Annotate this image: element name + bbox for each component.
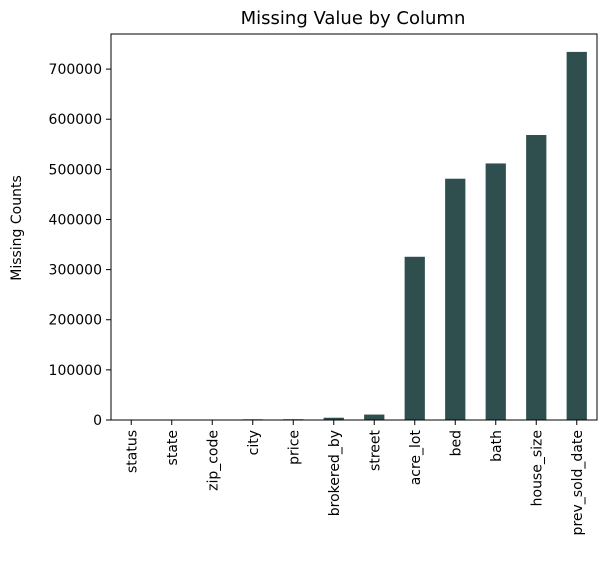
plot-area: 0 100000 200000 300000 400000 500000 600000 700… bbox=[49, 33, 598, 535]
x-tick-label-state: state bbox=[165, 430, 181, 465]
y-tick-label: 100000 bbox=[49, 363, 102, 379]
y-tick-label: 700000 bbox=[49, 62, 102, 78]
y-tick-label: 600000 bbox=[49, 112, 102, 128]
x-tick-label-city: city bbox=[246, 430, 262, 455]
x-tick-label-acre-lot: acre_lot bbox=[408, 430, 424, 486]
bar-acre-lot bbox=[404, 256, 425, 420]
bar-prev-sold-date bbox=[566, 51, 587, 421]
x-tick-label-bath: bath bbox=[489, 430, 505, 462]
y-axis-label: Missing Counts bbox=[9, 175, 25, 281]
y-tick-label: 0 bbox=[93, 413, 102, 429]
x-tick-label-brokered-by: brokered_by bbox=[327, 430, 343, 516]
bar-bed bbox=[445, 178, 466, 420]
x-tick-label-price: price bbox=[286, 430, 302, 465]
bar-bath bbox=[485, 163, 506, 420]
bar-brokered-by bbox=[323, 417, 344, 420]
y-tick-label: 400000 bbox=[49, 212, 102, 228]
x-tick-label-bed: bed bbox=[448, 430, 464, 456]
bar-street bbox=[364, 414, 385, 420]
y-tick-label: 300000 bbox=[49, 263, 102, 279]
y-tick-label: 200000 bbox=[49, 313, 102, 329]
y-tick-label: 500000 bbox=[49, 162, 102, 178]
x-tick-label-street: street bbox=[367, 429, 383, 470]
chart-title: Missing Value by Column bbox=[241, 8, 466, 29]
x-tick-label-prev-sold-date: prev_sold_date bbox=[570, 430, 586, 535]
bar-house-size bbox=[526, 135, 547, 420]
x-tick-label-status: status bbox=[124, 430, 140, 473]
x-tick-label-zip-code: zip_code bbox=[205, 430, 221, 491]
plot-frame bbox=[110, 33, 598, 421]
x-tick-label-house-size: house_size bbox=[529, 430, 545, 506]
